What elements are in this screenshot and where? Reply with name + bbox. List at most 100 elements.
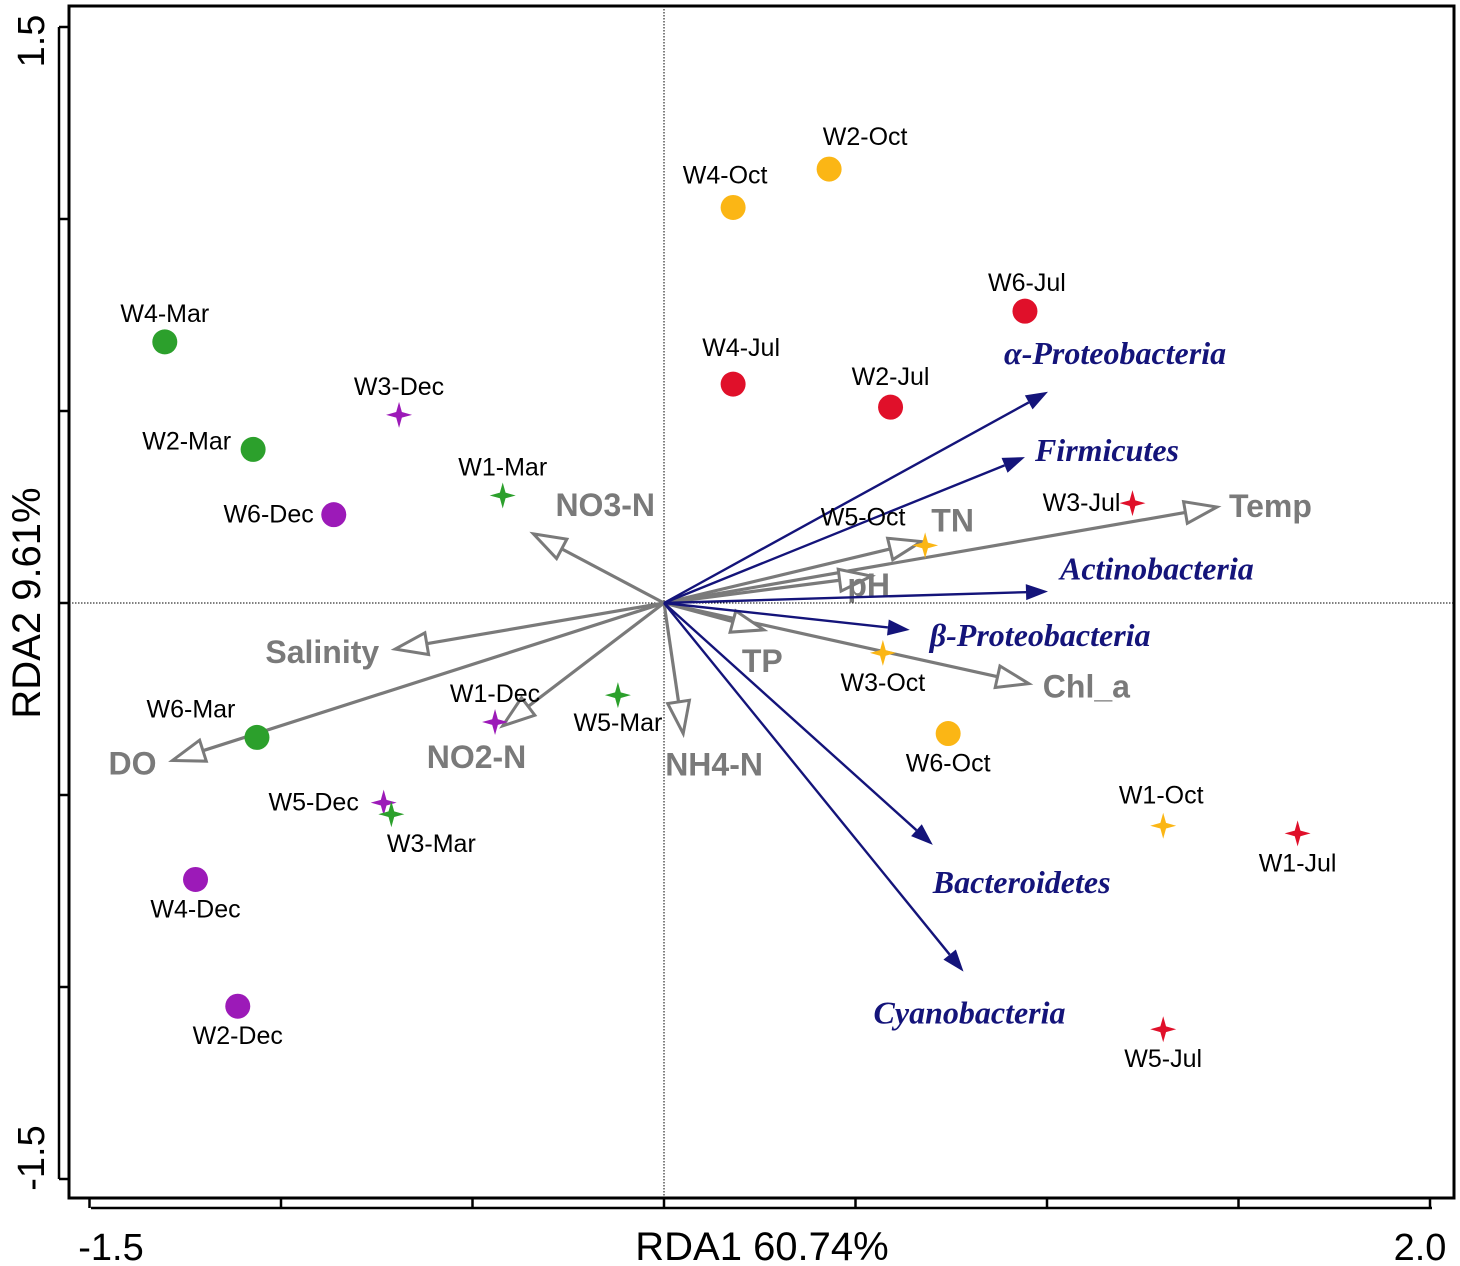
sample-point-w1-jul (1284, 820, 1311, 847)
env-arrowhead-no2-n (499, 695, 538, 729)
sample-label-w2-dec: W2-Dec (193, 1022, 283, 1050)
taxa-label-bacteroidetes: Bacteroidetes (932, 864, 1111, 900)
taxa-arrowhead-cyanobacteria (943, 949, 964, 972)
env-arrowhead-do (168, 737, 209, 763)
sample-label-w4-dec: W4-Dec (150, 895, 240, 923)
sample-point-w5-dec (370, 789, 397, 816)
sample-label-w4-jul: W4-Jul (702, 334, 780, 362)
sample-point-w2-dec (225, 993, 251, 1019)
sample-label-w3-oct: W3-Oct (841, 669, 926, 697)
sample-label-w6-oct: W6-Oct (906, 750, 991, 778)
sample-point-w4-jul (720, 371, 746, 397)
sample-label-w4-mar: W4-Mar (120, 300, 209, 328)
y-axis-title: RDA2 9.61% (5, 487, 49, 718)
env-arrowhead-no3-n (529, 531, 570, 562)
sample-label-w3-mar: W3-Mar (387, 830, 476, 858)
env-arrow-do (202, 601, 665, 753)
taxa-label-actinobacteria: Actinobacteria (1058, 550, 1254, 586)
taxa-label-firmicutes: Firmicutes (1034, 432, 1179, 468)
taxa-label-proteobacteria: β-Proteobacteria (929, 617, 1151, 653)
env-arrow-salinity (426, 601, 665, 646)
sample-label-w5-oct: W5-Oct (821, 503, 906, 531)
sample-label-w5-dec: W5-Dec (269, 789, 359, 817)
taxa-arrow-proteobacteria (663, 401, 1030, 605)
sample-label-w6-dec: W6-Dec (223, 501, 313, 529)
env-label-nh4-n: NH4-N (665, 747, 763, 783)
taxa-arrow-actinobacteria (663, 590, 1027, 605)
sample-points: W1-Jul W2-Jul W3-Jul W4-Jul W5-Jul W6-Jul W1-O… (120, 123, 1336, 1073)
taxa-arrowhead-proteobacteria (1024, 391, 1048, 410)
env-label-temp: Temp (1229, 488, 1312, 524)
taxa-arrow-proteobacteria (663, 601, 889, 629)
taxa-arrowhead-actinobacteria (1025, 584, 1048, 601)
sample-point-w6-jul (1012, 298, 1038, 324)
env-arrow-tp (663, 601, 734, 624)
env-arrow-no3-n (560, 547, 665, 605)
sample-point-w6-dec (321, 502, 347, 528)
sample-point-w1-dec (482, 709, 509, 736)
x-axis-title: RDA1 60.74% (635, 1225, 888, 1266)
taxa-arrow-bacteroidetes (663, 602, 918, 832)
env-arrow-no2-n (527, 601, 665, 708)
env-label-no3-n: NO3-N (555, 487, 655, 523)
taxa-label-proteobacteria: α-Proteobacteria (1004, 335, 1226, 371)
env-arrow-tn (663, 547, 891, 605)
sample-point-w1-oct (1150, 812, 1177, 839)
sample-label-w3-dec: W3-Dec (354, 373, 444, 401)
env-arrowhead-salinity (390, 630, 431, 657)
sample-point-w3-dec (386, 401, 413, 428)
sample-label-w1-jul: W1-Jul (1259, 849, 1337, 877)
x-tick-label-min: -1.5 (78, 1227, 143, 1266)
taxa-arrow-cyanobacteria (663, 602, 951, 956)
sample-label-w1-oct: W1-Oct (1119, 782, 1204, 810)
env-arrow-ph (663, 578, 840, 605)
sample-point-w6-oct (935, 721, 961, 747)
taxa-arrowhead-firmicutes (1001, 457, 1025, 473)
sample-point-w3-mar (378, 801, 405, 828)
taxa-arrow-firmicutes (663, 464, 1006, 605)
sample-point-w1-mar (489, 482, 516, 509)
env-label-chl-a: Chl_a (1043, 669, 1130, 705)
taxa-arrowhead-bacteroidetes (911, 824, 933, 845)
env-arrowhead-temp (1181, 499, 1222, 526)
sample-label-w4-oct: W4-Oct (683, 161, 768, 189)
sample-label-w2-jul: W2-Jul (852, 363, 930, 391)
env-arrowhead-chl-a (993, 663, 1034, 690)
env-label-salinity: Salinity (265, 634, 379, 670)
sample-label-w3-jul: W3-Jul (1043, 489, 1121, 517)
sample-point-w5-oct (912, 532, 939, 559)
y-tick-label-max: 1.5 (11, 15, 53, 68)
env-arrow-nh4-n (662, 602, 681, 703)
sample-point-w3-oct (869, 639, 896, 666)
plot-frame (67, 4, 1456, 1200)
env-label-no2-n: NO2-N (427, 739, 527, 775)
y-tick-label-min: -1.5 (11, 1125, 53, 1190)
env-arrow-temp (663, 510, 1186, 605)
sample-point-w2-mar (240, 436, 266, 462)
env-arrowhead-tn (885, 536, 926, 563)
env-arrowhead-nh4-n (665, 698, 692, 739)
biplot-vectors: TempTNpHChl_aTPNH4-NNO2-NSalinityDONO3-N… (108, 335, 1311, 1031)
taxa-label-cyanobacteria: Cyanobacteria (874, 995, 1066, 1031)
sample-label-w5-jul: W5-Jul (1124, 1045, 1202, 1073)
env-arrowhead-tp (728, 608, 769, 634)
env-label-do: DO (108, 745, 156, 781)
sample-point-w2-oct (816, 156, 842, 182)
zero-lines (69, 6, 1454, 1198)
sample-point-w3-jul (1119, 490, 1146, 517)
sample-point-w2-jul (878, 394, 904, 420)
sample-point-w4-mar (152, 329, 178, 355)
env-arrowhead-ph (836, 567, 876, 594)
sample-point-w5-mar (604, 682, 631, 709)
sample-point-w4-dec (183, 866, 209, 892)
sample-point-w5-jul (1150, 1016, 1177, 1043)
sample-label-w6-mar: W6-Mar (147, 695, 236, 723)
sample-label-w5-mar: W5-Mar (573, 709, 662, 737)
sample-label-w1-mar: W1-Mar (458, 453, 547, 481)
sample-label-w1-dec: W1-Dec (450, 680, 540, 708)
env-label-tn: TN (931, 503, 974, 539)
sample-label-w2-mar: W2-Mar (142, 427, 231, 455)
sample-point-w4-oct (720, 194, 746, 220)
env-label-tp: TP (742, 643, 783, 679)
